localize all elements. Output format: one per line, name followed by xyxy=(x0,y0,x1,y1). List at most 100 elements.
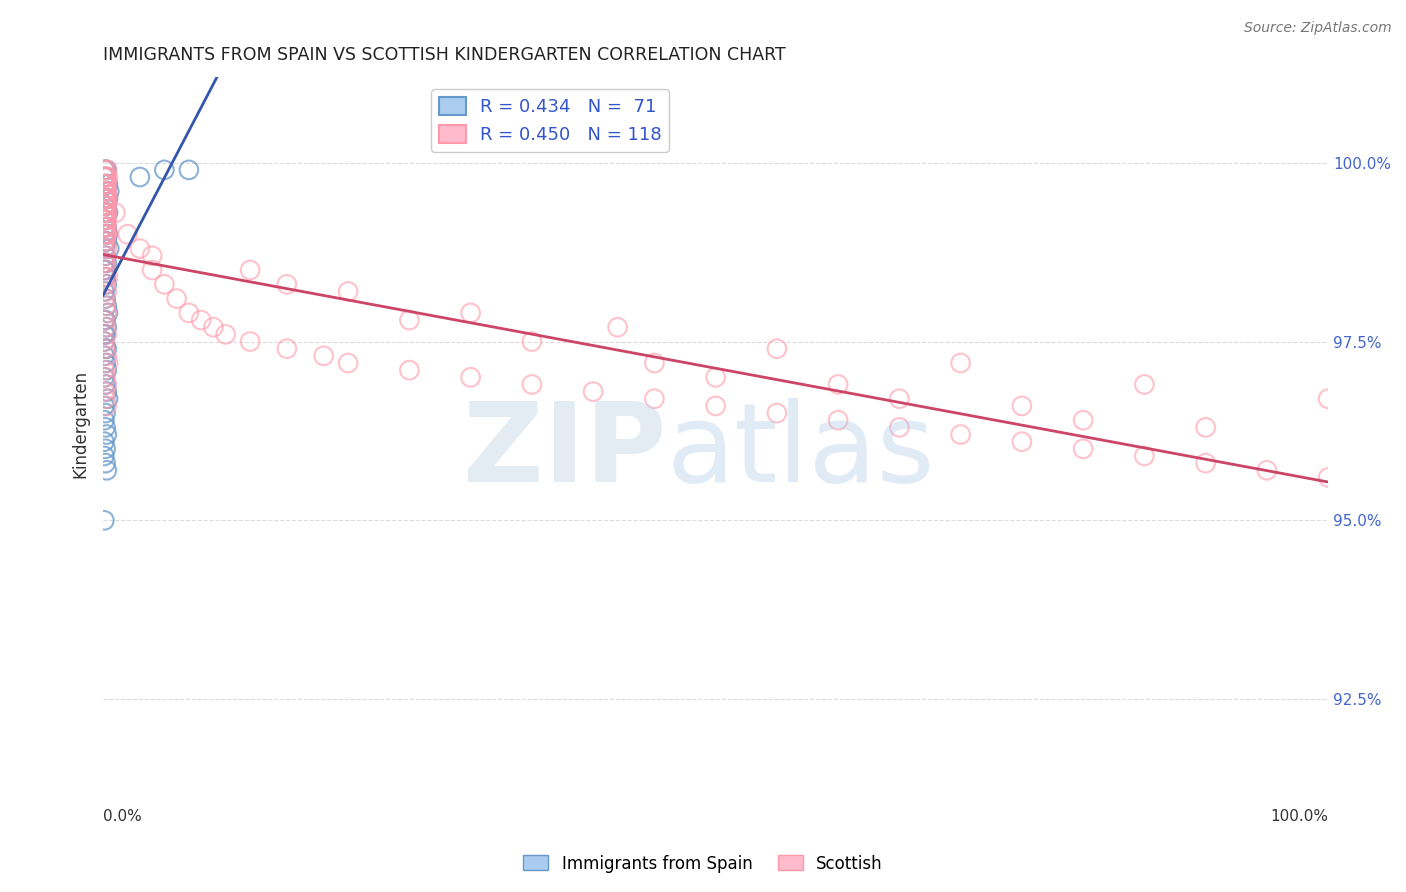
Point xyxy=(1317,470,1340,484)
Point xyxy=(643,392,665,406)
Point xyxy=(93,334,115,349)
Point xyxy=(1194,456,1216,470)
Text: ZIP: ZIP xyxy=(463,398,666,505)
Point xyxy=(104,206,127,220)
Point xyxy=(93,270,115,285)
Point xyxy=(96,463,118,477)
Point xyxy=(214,327,236,342)
Point xyxy=(93,227,115,242)
Point xyxy=(128,169,150,184)
Point xyxy=(606,320,628,334)
Point xyxy=(96,427,118,442)
Point xyxy=(94,220,117,235)
Point xyxy=(93,227,115,242)
Point xyxy=(97,206,120,220)
Point xyxy=(96,220,118,235)
Point xyxy=(97,169,120,184)
Point xyxy=(96,177,118,191)
Point xyxy=(93,235,115,249)
Point xyxy=(276,342,298,356)
Point xyxy=(96,184,118,198)
Point xyxy=(94,199,117,213)
Point xyxy=(94,235,117,249)
Point xyxy=(93,162,115,177)
Point xyxy=(96,162,118,177)
Point xyxy=(93,242,115,256)
Point xyxy=(276,277,298,292)
Point xyxy=(97,192,120,206)
Point xyxy=(93,449,115,463)
Point xyxy=(94,235,117,249)
Point xyxy=(582,384,605,399)
Point xyxy=(94,192,117,206)
Point xyxy=(94,263,117,277)
Point xyxy=(93,384,115,399)
Point xyxy=(93,169,115,184)
Point xyxy=(93,162,115,177)
Point xyxy=(97,192,120,206)
Point xyxy=(1133,449,1156,463)
Point xyxy=(93,177,115,191)
Point xyxy=(98,242,121,256)
Point xyxy=(97,306,120,320)
Point xyxy=(94,169,117,184)
Point xyxy=(128,242,150,256)
Point xyxy=(94,299,117,313)
Point xyxy=(93,220,115,235)
Point xyxy=(520,334,543,349)
Point xyxy=(1133,377,1156,392)
Point xyxy=(94,199,117,213)
Point xyxy=(93,213,115,227)
Point xyxy=(889,392,911,406)
Point xyxy=(190,313,212,327)
Point xyxy=(460,370,482,384)
Point xyxy=(93,256,115,270)
Point xyxy=(93,199,115,213)
Point xyxy=(460,306,482,320)
Point xyxy=(1256,463,1278,477)
Point xyxy=(117,227,139,242)
Point xyxy=(98,184,121,198)
Point xyxy=(96,277,118,292)
Point xyxy=(239,334,262,349)
Point xyxy=(94,406,117,420)
Point xyxy=(93,349,115,363)
Text: atlas: atlas xyxy=(666,398,935,505)
Point xyxy=(94,177,117,191)
Point xyxy=(93,313,115,327)
Point xyxy=(93,169,115,184)
Point xyxy=(96,306,118,320)
Point xyxy=(96,177,118,191)
Point xyxy=(93,413,115,427)
Point xyxy=(94,327,117,342)
Point xyxy=(93,177,115,191)
Text: 100.0%: 100.0% xyxy=(1270,809,1329,824)
Point xyxy=(96,220,118,235)
Point xyxy=(96,285,118,299)
Point xyxy=(239,263,262,277)
Point xyxy=(94,249,117,263)
Point xyxy=(93,256,115,270)
Point xyxy=(96,320,118,334)
Point xyxy=(93,285,115,299)
Point xyxy=(94,169,117,184)
Point xyxy=(704,370,727,384)
Point xyxy=(96,242,118,256)
Point xyxy=(166,292,188,306)
Text: 0.0%: 0.0% xyxy=(103,809,142,824)
Point xyxy=(94,227,117,242)
Point xyxy=(93,199,115,213)
Point xyxy=(93,370,115,384)
Point xyxy=(93,169,115,184)
Y-axis label: Kindergarten: Kindergarten xyxy=(72,369,89,478)
Legend: R = 0.434   N =  71, R = 0.450   N = 118: R = 0.434 N = 71, R = 0.450 N = 118 xyxy=(432,89,669,152)
Point xyxy=(96,206,118,220)
Point xyxy=(94,370,117,384)
Point xyxy=(94,356,117,370)
Point xyxy=(94,313,117,327)
Point xyxy=(93,313,115,327)
Point xyxy=(1071,442,1094,456)
Point xyxy=(94,162,117,177)
Point xyxy=(96,213,118,227)
Point xyxy=(312,349,335,363)
